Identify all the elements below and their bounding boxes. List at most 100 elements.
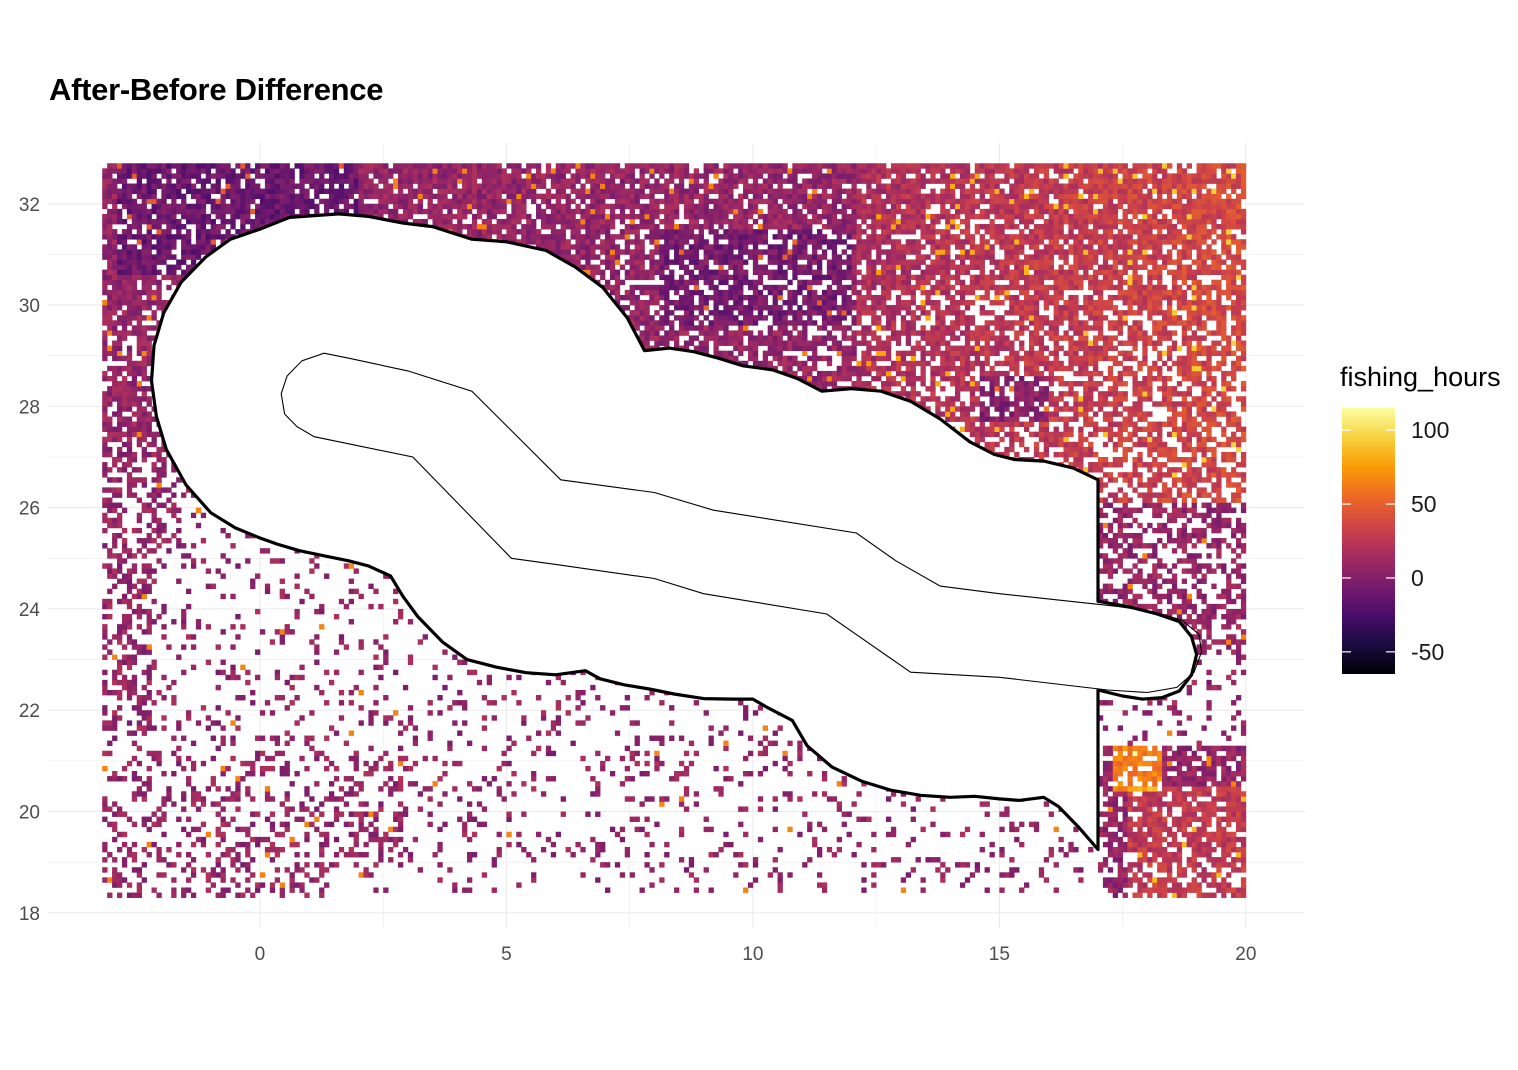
heatmap-cell: [156, 689, 162, 696]
heatmap-cell: [186, 183, 192, 189]
heatmap-cell: [333, 730, 340, 736]
heatmap-cell: [230, 213, 236, 220]
heatmap-cell: [289, 173, 295, 179]
heatmap-cell: [250, 811, 256, 817]
heatmap-cell: [427, 821, 433, 828]
heatmap-cell: [358, 198, 364, 205]
heatmap-cell: [279, 801, 285, 807]
heatmap-cell: [289, 168, 295, 174]
heatmap-cell: [126, 553, 133, 559]
heatmap-cell: [462, 213, 468, 220]
heatmap-cell: [121, 573, 128, 579]
heatmap-cell: [166, 786, 172, 792]
heatmap-cell: [107, 451, 113, 458]
heatmap-cell: [467, 229, 473, 235]
heatmap-cell: [471, 163, 478, 169]
heatmap-cell: [121, 614, 128, 620]
heatmap-cell: [373, 183, 379, 189]
heatmap-cell: [161, 305, 167, 311]
heatmap-cell: [279, 695, 285, 701]
heatmap-cell: [136, 294, 143, 301]
heatmap-cell: [171, 224, 177, 230]
heatmap-cell: [319, 178, 325, 184]
heatmap-cell: [264, 213, 271, 220]
heatmap-cell: [422, 208, 428, 215]
heatmap-cell: [338, 163, 345, 169]
heatmap-cell: [255, 750, 261, 757]
heatmap-cell: [432, 674, 438, 681]
heatmap-cell: [181, 553, 187, 559]
heatmap-cell: [121, 538, 128, 544]
heatmap-cell: [121, 315, 128, 321]
heatmap-cell: [156, 198, 162, 205]
heatmap-cell: [141, 644, 147, 650]
heatmap-cell: [314, 781, 320, 787]
heatmap-cell: [136, 426, 143, 433]
heatmap-cell: [205, 198, 212, 205]
heatmap-cell: [117, 877, 123, 883]
heatmap-cell: [141, 421, 147, 427]
heatmap-cell: [117, 492, 123, 498]
heatmap-cell: [136, 441, 143, 448]
heatmap-cell: [294, 198, 300, 205]
heatmap-cell: [190, 259, 197, 265]
heatmap-cell: [358, 872, 364, 878]
heatmap-cell: [176, 178, 182, 184]
heatmap-cell: [151, 269, 157, 276]
heatmap-cell: [171, 750, 177, 757]
heatmap-cell: [117, 811, 123, 817]
heatmap-cell: [166, 168, 172, 174]
heatmap-cell: [309, 710, 315, 716]
heatmap-cell: [284, 183, 290, 189]
heatmap-cell: [181, 244, 187, 250]
heatmap-cell: [121, 644, 128, 650]
heatmap-cell: [161, 213, 167, 220]
heatmap-cell: [289, 684, 295, 691]
heatmap-cell: [343, 821, 350, 828]
heatmap-cell: [432, 178, 438, 184]
heatmap-cell: [151, 477, 157, 483]
heatmap-cell: [200, 198, 207, 205]
heatmap-cell: [215, 745, 221, 752]
heatmap-cell: [195, 791, 202, 797]
heatmap-cell: [131, 563, 138, 569]
heatmap-cell: [195, 619, 202, 625]
heatmap-cell: [161, 487, 167, 493]
heatmap-cell: [215, 669, 221, 676]
heatmap-cell: [171, 198, 177, 205]
heatmap-cell: [432, 163, 438, 169]
heatmap-cell: [299, 664, 305, 671]
heatmap-cell: [240, 198, 246, 205]
heatmap-cell: [195, 203, 202, 210]
heatmap-cell: [126, 320, 133, 326]
heatmap-cell: [146, 619, 152, 625]
heatmap-cell: [363, 203, 369, 210]
heatmap-cell: [107, 213, 113, 220]
heatmap-cell: [117, 401, 123, 407]
heatmap-cell: [215, 224, 221, 230]
heatmap-cell: [126, 730, 133, 736]
heatmap-cell: [102, 725, 108, 731]
heatmap-cell: [343, 776, 350, 782]
heatmap-cell: [383, 634, 389, 640]
heatmap-cell: [471, 224, 478, 230]
heatmap-cell: [107, 350, 113, 357]
heatmap-cell: [136, 614, 143, 620]
heatmap-cell: [481, 173, 488, 179]
heatmap-cell: [136, 264, 143, 270]
heatmap-cell: [136, 603, 143, 610]
heatmap-cell: [383, 208, 389, 215]
heatmap-cell: [235, 882, 241, 888]
heatmap-cell: [358, 193, 364, 200]
heatmap-cell: [200, 801, 207, 807]
heatmap-cell: [412, 735, 419, 741]
heatmap-cell: [136, 406, 143, 412]
heatmap-cell: [102, 497, 108, 503]
heatmap-cell: [462, 188, 468, 194]
heatmap-cell: [112, 522, 118, 529]
heatmap-cell: [107, 588, 113, 595]
heatmap-cell: [112, 330, 118, 336]
heatmap-cell: [136, 892, 143, 898]
heatmap-cell: [373, 168, 379, 174]
heatmap-cell: [136, 710, 143, 716]
